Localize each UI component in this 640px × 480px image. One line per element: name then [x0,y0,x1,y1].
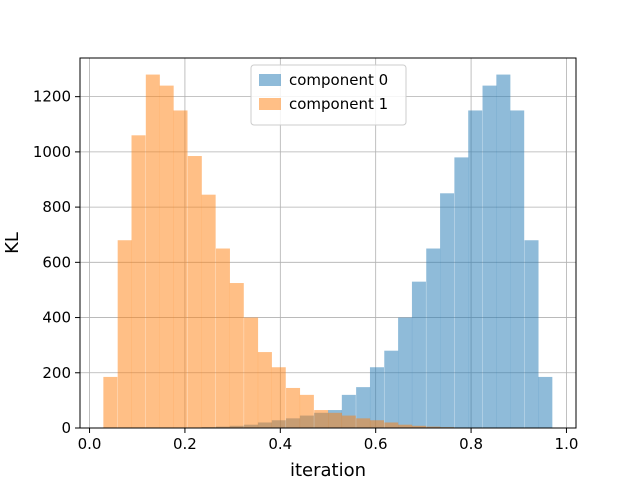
legend: component 0 component 1 [250,64,407,126]
y-tick-label: 200 [42,364,71,382]
histogram-bar-component-0 [510,110,525,429]
histogram-bar-component-0 [440,193,455,428]
histogram-bar-component-0 [468,110,483,429]
histogram-bar-component-0 [398,317,413,428]
legend-label-component-0: component 0 [289,71,388,89]
histogram-bar-component-1 [426,426,441,428]
histogram-bar-component-1 [244,317,259,428]
histogram-bar-component-1 [187,156,202,428]
histogram-bar-component-1 [215,248,230,428]
histogram-bar-component-0 [538,376,553,428]
legend-box [250,64,407,126]
histogram-bar-component-1 [411,425,426,428]
histogram-bar-component-1 [173,110,188,429]
histogram-bar-component-1 [286,387,301,428]
histogram-bar-component-1 [201,194,216,428]
histogram-bar-component-1 [356,418,371,428]
histogram-bar-component-1 [369,420,384,428]
histogram-bar-component-1 [384,422,399,428]
axis-ticks: 0.0 0.2 0.4 0.6 0.8 1.0 0 200 400 600 800 1000 1200 [33,88,579,453]
y-tick-label: 600 [42,253,71,271]
y-tick-label: 400 [42,309,71,327]
x-tick-label: 0.6 [364,435,388,453]
y-tick-label: 1000 [33,143,71,161]
histogram-bar-component-1 [103,376,118,428]
legend-swatch-component-1 [259,98,281,110]
histogram-bar-component-0 [454,157,469,428]
histogram-bar-component-1 [229,283,244,428]
histogram-bar-component-1 [314,410,329,428]
y-tick-label: 0 [61,419,71,437]
histogram-bar-component-1 [271,367,286,428]
histogram-bar-component-1 [398,424,413,428]
histogram-bar-component-1 [257,352,272,428]
x-tick-label: 0.0 [78,435,102,453]
x-axis-label: iteration [290,460,366,480]
plot-frame [79,57,577,429]
legend-label-component-1: component 1 [289,95,388,113]
histogram-bar-component-1 [159,85,174,428]
y-tick-label: 800 [42,198,71,216]
x-tick-label: 0.2 [173,435,197,453]
histogram-bar-component-1 [145,74,160,428]
y-axis-label: KL [2,232,23,254]
histogram-bar-component-0 [426,248,441,428]
histogram-bar-component-1 [131,135,146,429]
histogram-bar-component-0 [496,74,511,428]
histogram-bar-component-0 [524,240,539,428]
histogram-bar-component-0 [356,387,371,428]
histogram-bars [103,74,553,429]
histogram-bar-component-0 [369,367,384,428]
histogram-bar-component-0 [384,350,399,428]
histogram-bar-component-1 [299,394,314,428]
histogram-bar-component-1 [117,240,132,428]
histogram-bar-component-0 [411,281,426,428]
histogram-bar-component-1 [328,412,343,428]
y-tick-label: 1200 [33,88,71,106]
legend-swatch-component-0 [259,74,281,86]
x-tick-label: 0.8 [459,435,483,453]
x-tick-label: 1.0 [555,435,579,453]
x-tick-label: 0.4 [268,435,292,453]
histogram-bar-component-0 [482,85,497,428]
histogram-bar-component-1 [341,415,356,428]
